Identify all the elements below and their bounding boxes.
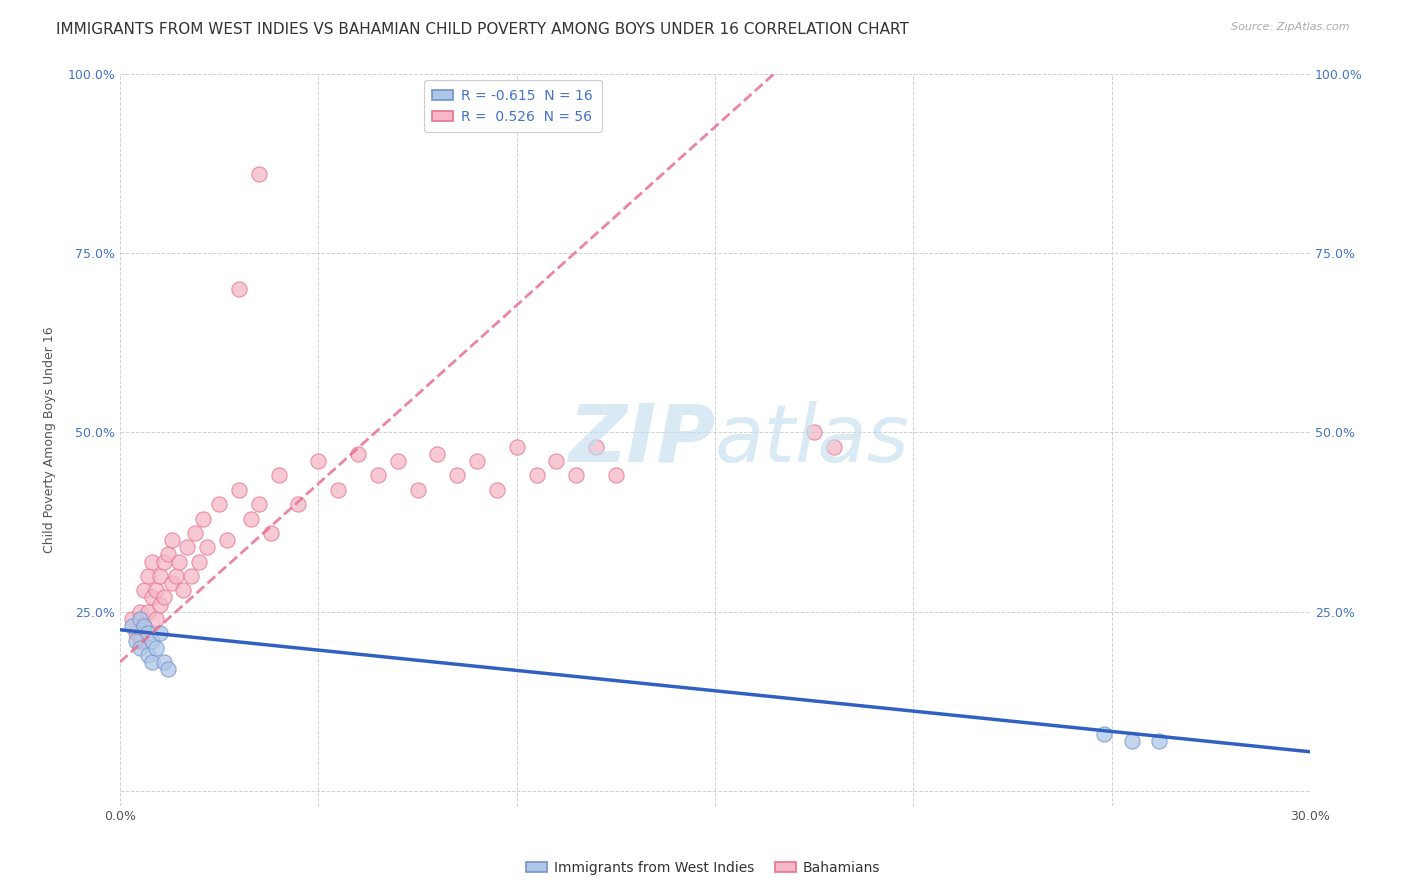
Point (367, 468, 389, 483)
Point (188, 555, 211, 569)
Point (426, 447, 449, 461)
Text: IMMIGRANTS FROM WEST INDIES VS BAHAMIAN CHILD POVERTY AMONG BOYS UNDER 16 CORREL: IMMIGRANTS FROM WEST INDIES VS BAHAMIAN … (56, 22, 910, 37)
Point (160, 533, 183, 547)
Point (1149, 734, 1171, 748)
Legend: R = -0.615  N = 16, R =  0.526  N = 56: R = -0.615 N = 16, R = 0.526 N = 56 (425, 80, 602, 132)
Text: atlas: atlas (716, 401, 910, 479)
Point (180, 569, 202, 583)
Point (152, 655, 174, 669)
Point (149, 626, 172, 640)
Point (169, 555, 191, 569)
Point (267, 468, 290, 483)
Point (260, 525, 283, 540)
Point (228, 282, 250, 296)
Point (156, 662, 179, 676)
Point (195, 540, 218, 554)
Point (217, 533, 239, 547)
Point (121, 619, 143, 633)
Point (565, 468, 588, 483)
Point (526, 468, 548, 483)
Point (228, 483, 250, 497)
Point (803, 425, 825, 440)
Point (145, 612, 167, 626)
Point (193, 511, 215, 525)
Point (141, 655, 163, 669)
Text: Source: ZipAtlas.com: Source: ZipAtlas.com (1232, 22, 1350, 32)
Point (149, 598, 172, 612)
Point (485, 483, 508, 497)
Point (128, 633, 150, 648)
Point (465, 454, 488, 468)
Point (160, 576, 183, 591)
Point (141, 555, 163, 569)
Point (208, 497, 231, 511)
Point (307, 454, 329, 468)
Point (145, 640, 167, 655)
Point (132, 619, 155, 633)
Point (141, 633, 163, 648)
Point (152, 555, 174, 569)
Point (125, 633, 148, 648)
Point (136, 626, 159, 640)
Point (165, 569, 187, 583)
Point (128, 612, 150, 626)
Point (156, 548, 179, 562)
Point (347, 447, 370, 461)
Point (136, 569, 159, 583)
Point (136, 648, 159, 662)
Point (1121, 734, 1143, 748)
Y-axis label: Child Poverty Among Boys Under 16: Child Poverty Among Boys Under 16 (44, 326, 56, 553)
Point (145, 583, 167, 598)
Point (184, 525, 207, 540)
Point (176, 540, 198, 554)
Point (446, 468, 468, 483)
Point (605, 468, 627, 483)
Legend: Immigrants from West Indies, Bahamians: Immigrants from West Indies, Bahamians (520, 855, 886, 880)
Point (128, 640, 150, 655)
Point (172, 583, 194, 598)
Point (141, 591, 163, 605)
Point (239, 511, 262, 525)
Point (546, 454, 568, 468)
Point (132, 583, 155, 598)
Point (505, 440, 527, 454)
Point (247, 497, 270, 511)
Point (287, 497, 309, 511)
Point (136, 605, 159, 619)
Point (128, 605, 150, 619)
Point (125, 626, 148, 640)
Point (132, 619, 155, 633)
Point (149, 569, 172, 583)
Point (328, 483, 350, 497)
Point (121, 612, 143, 626)
Text: ZIP: ZIP (568, 401, 716, 479)
Point (406, 483, 429, 497)
Point (387, 454, 409, 468)
Point (823, 440, 845, 454)
Point (247, 167, 270, 181)
Point (152, 591, 174, 605)
Point (585, 440, 607, 454)
Point (1092, 727, 1115, 741)
